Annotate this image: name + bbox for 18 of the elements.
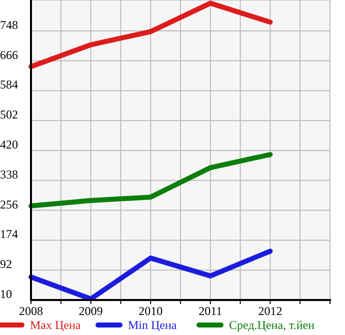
x-tick-label: 2011: [198, 304, 222, 318]
x-tick-label: 2008: [19, 304, 43, 318]
legend-label: Max Цена: [30, 318, 82, 332]
legend-label: Min Цена: [128, 318, 178, 332]
y-tick-label: 256: [0, 197, 18, 212]
y-tick-label: 748: [0, 18, 18, 32]
x-tick-label: 2010: [138, 304, 163, 318]
y-tick-label: 338: [0, 167, 18, 182]
x-tick-label: 2012: [258, 304, 282, 318]
y-tick-label: 10: [0, 287, 12, 301]
x-tick-label: 2009: [78, 304, 103, 318]
y-tick-label: 92: [0, 257, 12, 272]
y-tick-label: 420: [0, 138, 18, 152]
legend-label: Сред.Цена, т.йен: [229, 318, 316, 332]
y-tick-label: 502: [0, 108, 18, 122]
y-tick-label: 584: [0, 78, 18, 92]
y-tick-label: 174: [0, 227, 18, 242]
y-tick-label: 666: [0, 48, 18, 62]
